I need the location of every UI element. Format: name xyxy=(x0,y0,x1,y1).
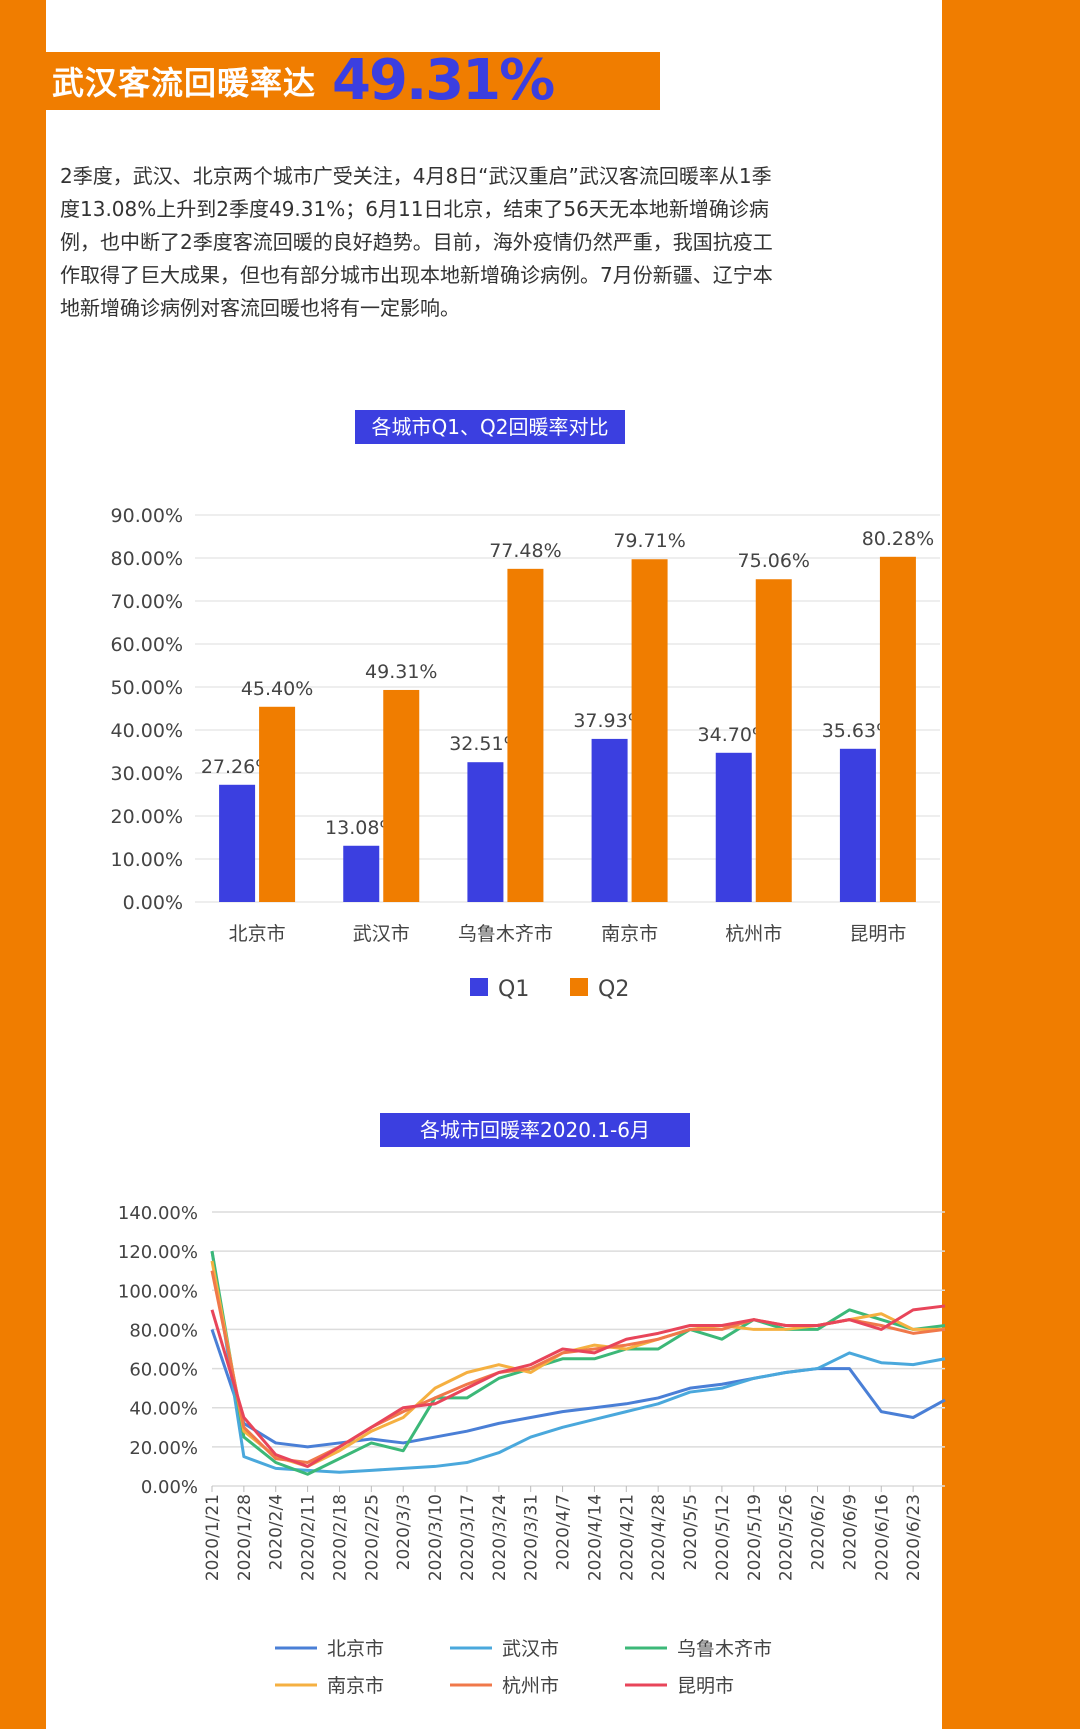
x-tick-label: 2020/4/7 xyxy=(554,1494,574,1570)
x-tick-label: 2020/4/28 xyxy=(649,1494,669,1581)
intro-paragraph: 2季度，武汉、北京两个城市广受关注，4月8日“武汉重启”武汉客流回暖率从1季 度… xyxy=(60,160,930,325)
x-tick-label: 2020/1/21 xyxy=(203,1494,223,1581)
legend-label: 武汉市 xyxy=(502,1638,559,1660)
data-label: 35.63% xyxy=(822,720,894,742)
legend-swatch xyxy=(470,978,488,996)
data-label: 79.71% xyxy=(613,530,685,552)
y-tick-label: 80.00% xyxy=(129,1320,198,1341)
headline-highlight: 49.31% xyxy=(332,48,555,113)
x-tick-label: 2020/2/11 xyxy=(299,1494,319,1581)
x-tick-label: 2020/2/4 xyxy=(267,1494,287,1570)
legend-label: 乌鲁木齐市 xyxy=(677,1638,772,1660)
y-tick-label: 90.00% xyxy=(111,505,183,527)
paragraph-line: 地新增确诊病例对客流回暖也将有一定影响。 xyxy=(60,296,460,320)
data-label: 77.48% xyxy=(489,540,561,562)
legend-swatch xyxy=(570,978,588,996)
y-tick-label: 120.00% xyxy=(118,1242,198,1263)
data-label: 49.31% xyxy=(365,661,437,683)
series-line xyxy=(210,1270,946,1465)
x-tick-label: 北京市 xyxy=(229,923,286,945)
y-tick-label: 40.00% xyxy=(111,720,183,742)
paragraph-line: 度13.08%上升到2季度49.31%；6月11日北京，结束了56天无本地新增确… xyxy=(60,197,769,221)
paragraph-line: 例，也中断了2季度客流回暖的良好趋势。目前，海外疫情仍然严重，我国抗疫工 xyxy=(60,230,773,254)
bar-q2 xyxy=(383,689,420,902)
data-label: 45.40% xyxy=(241,678,313,700)
series-line xyxy=(210,1250,946,1476)
x-tick-label: 2020/5/26 xyxy=(777,1494,797,1581)
bar-chart-title: 各城市Q1、Q2回暖率对比 xyxy=(355,410,625,444)
series-line xyxy=(210,1328,946,1449)
x-tick-label: 2020/1/28 xyxy=(235,1494,255,1581)
bar-q2 xyxy=(879,556,916,902)
data-label: 75.06% xyxy=(738,550,810,572)
bar-q1 xyxy=(343,845,380,902)
y-tick-label: 0.00% xyxy=(141,1477,198,1498)
bar-q2 xyxy=(259,706,296,902)
x-tick-label: 2020/5/5 xyxy=(681,1494,701,1570)
y-tick-label: 70.00% xyxy=(111,591,183,613)
x-tick-label: 2020/4/14 xyxy=(585,1494,605,1581)
headline-banner: 武汉客流回暖率达 49.31% xyxy=(46,52,660,110)
y-tick-label: 40.00% xyxy=(129,1399,198,1420)
bar-q2 xyxy=(755,579,792,902)
x-tick-label: 2020/5/12 xyxy=(713,1494,733,1581)
bar-q2 xyxy=(631,559,668,902)
x-tick-label: 乌鲁木齐市 xyxy=(458,923,553,945)
paragraph-line: 作取得了巨大成果，但也有部分城市出现本地新增确诊病例。7月份新疆、辽宁本 xyxy=(60,263,773,287)
line-chart-title: 各城市回暖率2020.1-6月 xyxy=(380,1113,690,1147)
legend-label: Q1 xyxy=(498,977,529,1002)
x-tick-label: 2020/3/10 xyxy=(426,1494,446,1581)
legend-label: 南京市 xyxy=(327,1675,384,1697)
x-tick-label: 2020/6/2 xyxy=(809,1494,829,1570)
y-tick-label: 0.00% xyxy=(123,892,183,914)
bar-q2 xyxy=(507,568,544,902)
x-tick-label: 杭州市 xyxy=(725,923,782,945)
data-label: 27.26% xyxy=(201,756,273,778)
paragraph-line: 2季度，武汉、北京两个城市广受关注，4月8日“武汉重启”武汉客流回暖率从1季 xyxy=(60,164,772,188)
bar-q1 xyxy=(591,738,628,902)
x-tick-label: 2020/2/25 xyxy=(362,1494,382,1581)
x-tick-label: 2020/3/17 xyxy=(458,1494,478,1581)
data-label: 34.70% xyxy=(698,724,770,746)
x-tick-label: 2020/3/31 xyxy=(522,1494,542,1581)
series-line xyxy=(210,1250,946,1474)
bar-q1 xyxy=(467,762,504,902)
x-tick-label: 2020/4/21 xyxy=(617,1494,637,1581)
x-tick-label: 2020/3/24 xyxy=(490,1494,510,1581)
y-tick-label: 20.00% xyxy=(111,806,183,828)
data-label: 32.51% xyxy=(449,733,521,755)
headline-title: 武汉客流回暖率达 xyxy=(52,64,317,102)
y-tick-label: 60.00% xyxy=(111,634,183,656)
bar-q1 xyxy=(219,784,256,902)
x-tick-label: 2020/6/23 xyxy=(904,1494,924,1581)
y-tick-label: 60.00% xyxy=(129,1360,198,1381)
data-label: 37.93% xyxy=(573,710,645,732)
x-tick-label: 武汉市 xyxy=(353,923,410,945)
legend-label: 杭州市 xyxy=(502,1675,559,1697)
series-line xyxy=(210,1260,945,1468)
y-tick-label: 100.00% xyxy=(118,1281,198,1302)
y-tick-label: 140.00% xyxy=(118,1203,198,1224)
x-tick-label: 2020/5/19 xyxy=(745,1494,765,1581)
legend-label: Q2 xyxy=(598,977,629,1002)
bar-q1 xyxy=(839,748,876,902)
legend-label: 昆明市 xyxy=(677,1675,734,1697)
series-line xyxy=(210,1304,946,1468)
x-tick-label: 2020/3/3 xyxy=(394,1494,414,1570)
bar-q1 xyxy=(715,752,752,902)
legend-label: 北京市 xyxy=(327,1638,384,1660)
y-tick-label: 10.00% xyxy=(111,849,183,871)
y-tick-label: 50.00% xyxy=(111,677,183,699)
x-tick-label: 昆明市 xyxy=(849,923,906,945)
data-label: 80.28% xyxy=(862,528,934,550)
x-tick-label: 南京市 xyxy=(601,923,658,945)
data-label: 13.08% xyxy=(325,817,397,839)
y-tick-label: 80.00% xyxy=(111,548,183,570)
y-tick-label: 20.00% xyxy=(129,1438,198,1459)
y-tick-label: 30.00% xyxy=(111,763,183,785)
x-tick-label: 2020/2/18 xyxy=(330,1494,350,1581)
x-tick-label: 2020/6/9 xyxy=(840,1494,860,1570)
x-tick-label: 2020/6/16 xyxy=(872,1494,892,1581)
